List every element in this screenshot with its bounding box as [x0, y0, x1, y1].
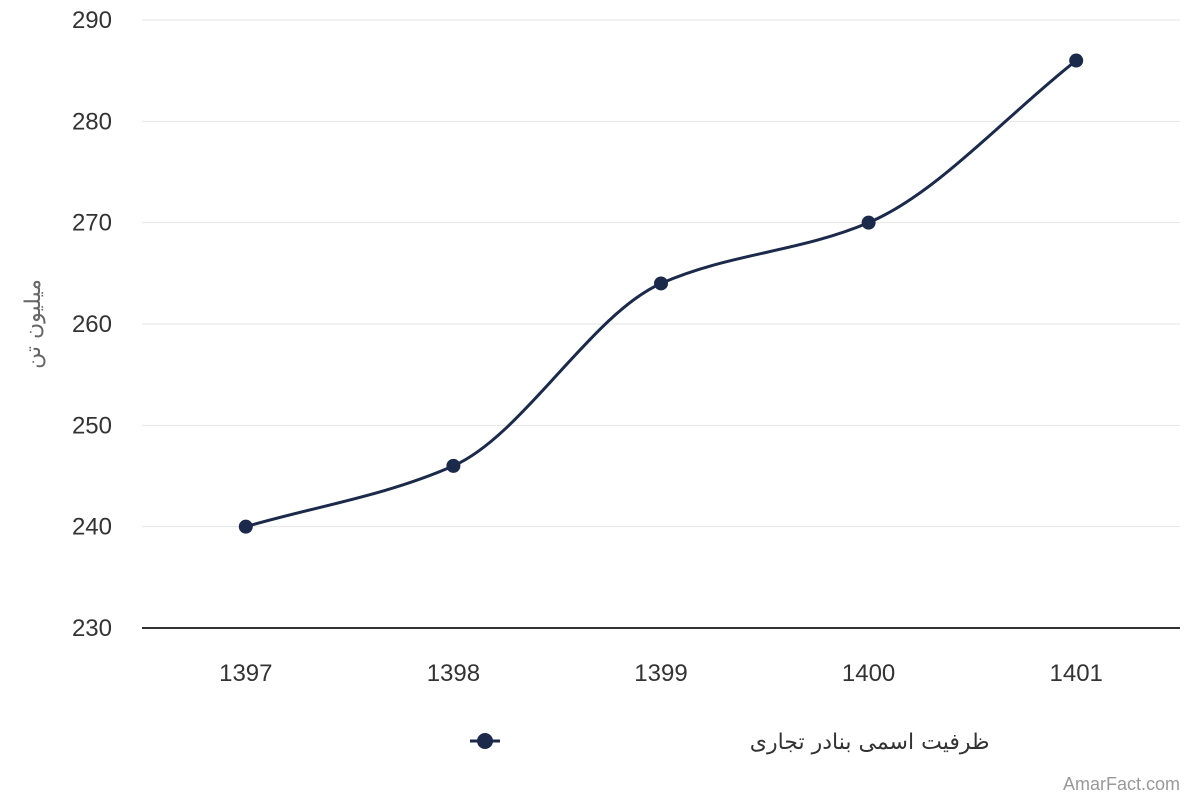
y-tick-label: 260 [72, 311, 112, 338]
grid-lines [142, 19, 1180, 528]
y-tick-label: 270 [72, 210, 112, 237]
y-tick-label: 290 [72, 7, 112, 34]
y-tick-label: 230 [72, 615, 112, 642]
x-tick-label: 1400 [842, 660, 895, 687]
x-tick-label: 1399 [634, 660, 687, 687]
y-axis-title: میلیون تن [21, 279, 46, 369]
data-point[interactable] [446, 458, 461, 473]
x-tick-label: 1397 [219, 660, 272, 687]
series-line [245, 59, 1078, 529]
data-point[interactable] [238, 519, 253, 534]
legend-series-name: ظرفیت اسمی بنادر تجاری [750, 730, 990, 755]
data-point[interactable] [654, 276, 668, 291]
y-tick-labels: 230 240 250 260 270 280 290 [72, 7, 112, 642]
credit-text[interactable]: AmarFact.com [1063, 774, 1180, 794]
legend[interactable]: ظرفیت اسمی بنادر تجاری [470, 730, 990, 755]
y-tick-label: 240 [72, 514, 112, 541]
x-tick-label: 1398 [427, 660, 480, 687]
series-points[interactable] [238, 53, 1084, 534]
data-point[interactable] [861, 215, 876, 230]
x-tick-labels: 1397 1398 1399 1400 1401 [219, 660, 1103, 687]
x-tick-label: 1401 [1050, 660, 1103, 687]
y-tick-label: 250 [72, 412, 112, 439]
legend-point-marker [477, 733, 493, 749]
y-tick-label: 280 [72, 108, 112, 135]
data-point[interactable] [1069, 53, 1084, 68]
